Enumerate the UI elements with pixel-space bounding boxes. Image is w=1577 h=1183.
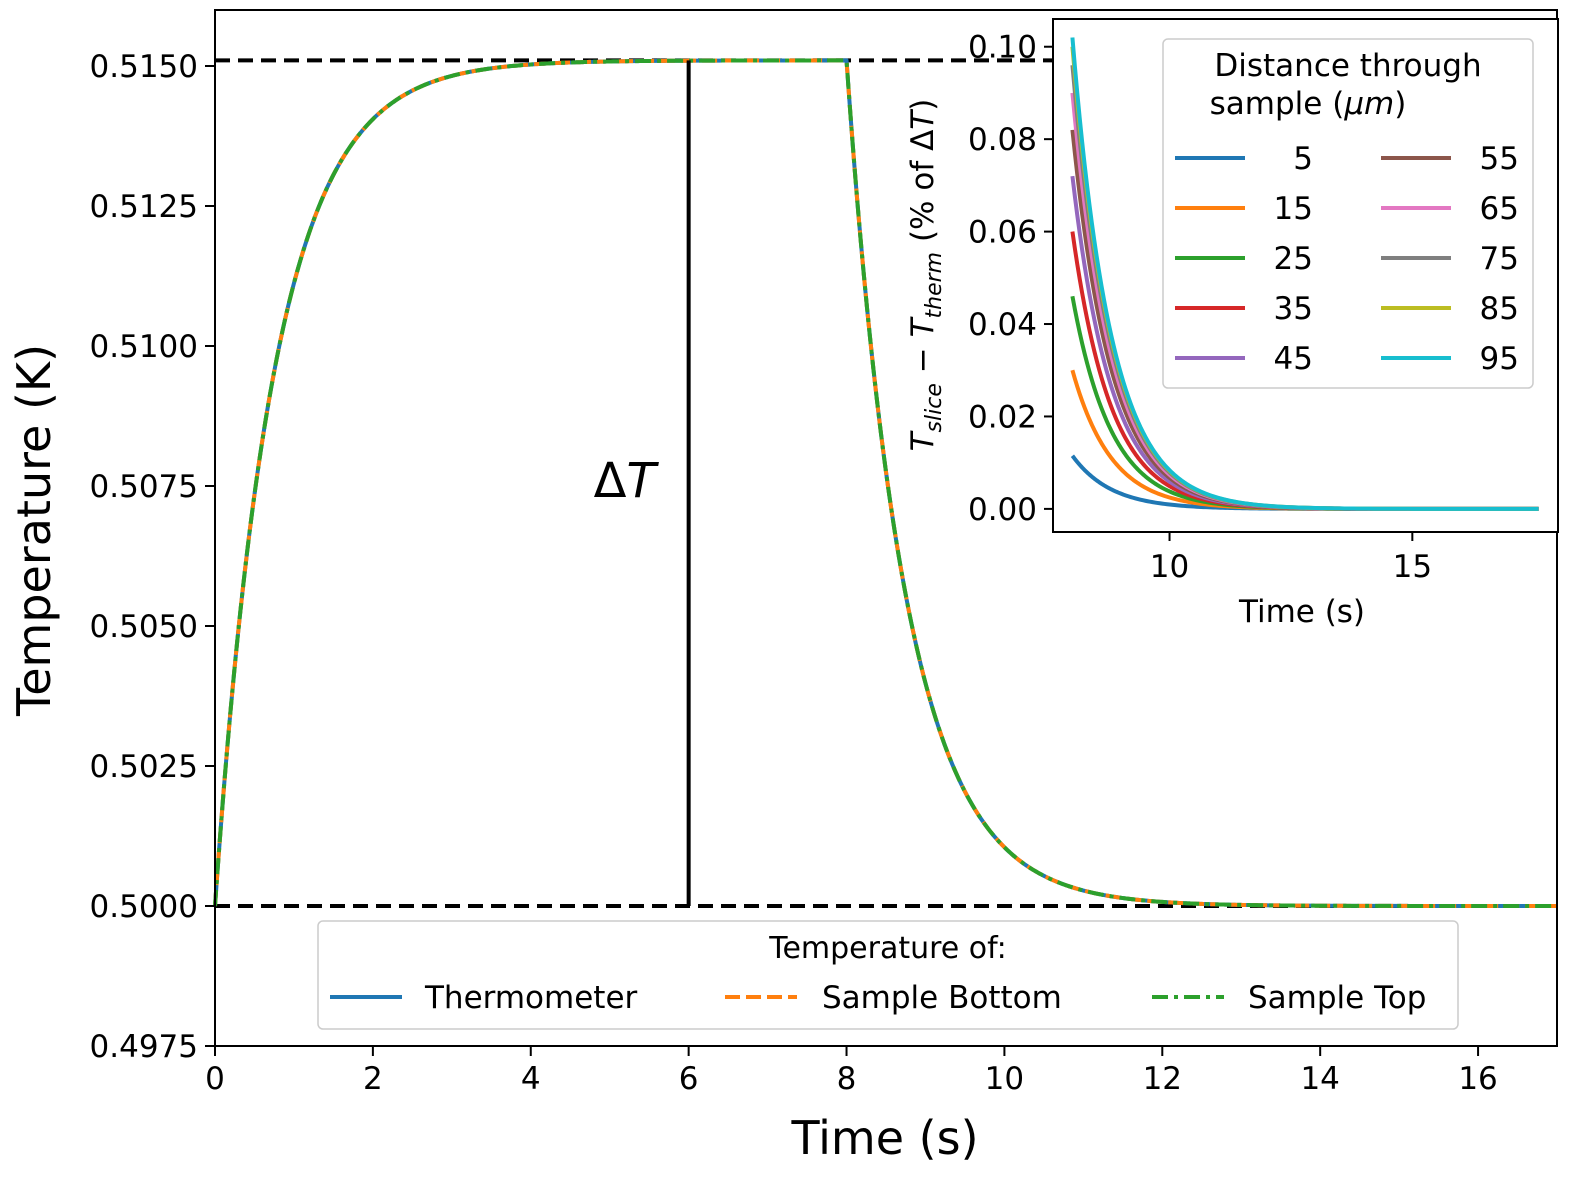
main-y-tick-label: 0.5075 <box>90 469 198 505</box>
inset-ylabel-minus: − <box>905 337 941 383</box>
delta-t-symbol: Δ <box>594 453 627 509</box>
main-x-tick-label: 10 <box>985 1061 1024 1097</box>
inset-legend-label-5: 5 <box>1293 141 1313 177</box>
inset-y-axis-label: Tslice − Ttherm (% of ΔT) <box>905 99 947 452</box>
inset-legend-label-65: 65 <box>1480 191 1519 227</box>
inset-legend-label-35: 35 <box>1274 291 1313 327</box>
inset-y-tick-label: 0.02 <box>968 399 1037 435</box>
inset-x-tick-label: 15 <box>1393 549 1432 585</box>
main-y-tick-label: 0.5000 <box>90 889 198 925</box>
inset-ylabel-sub1: slice <box>922 383 947 432</box>
main-y-tick-label: 0.5050 <box>90 609 198 645</box>
inset-legend-title-line1: Distance through <box>1214 48 1481 84</box>
inset-legend-label-95: 95 <box>1480 341 1519 377</box>
main-y-tick-label: 0.5125 <box>90 189 198 225</box>
inset-legend-label-75: 75 <box>1480 241 1519 277</box>
inset-ylabel-tail-italic: T <box>905 109 941 130</box>
main-legend-title: Temperature of: <box>768 931 1007 966</box>
inset-legend-entries: 5 15 25 35 45 55 65 75 85 95 <box>1175 141 1519 377</box>
inset-legend-title-prefix: sample ( <box>1210 86 1345 122</box>
main-x-tick-label: 6 <box>679 1061 699 1097</box>
inset-ylabel-close: ) <box>905 99 941 111</box>
inset-axes-frame <box>1052 18 1559 533</box>
inset-legend: Distance through sample (μm) 5 15 25 35 45 55… <box>1162 38 1534 389</box>
inset-ylabel-t1: T <box>905 430 941 451</box>
main-y-axis-label: Temperature (K) <box>7 344 61 717</box>
main-x-tick-label: 16 <box>1458 1061 1497 1097</box>
main-legend-box <box>317 920 1459 1030</box>
inset-y-tick-label: 0.04 <box>968 307 1037 343</box>
delta-t-label: ΔT <box>594 453 660 509</box>
main-y-tick-label: 0.5025 <box>90 749 198 785</box>
series-sample-top <box>213 58 1558 908</box>
inset-y-tick-label: 0.06 <box>968 215 1037 251</box>
inset-legend-title-suffix: ) <box>1394 86 1406 122</box>
main-plot-area: ΔT0 2 4 6 8 10 12 14 160.49750.50000.50250.50500… <box>90 9 1558 1097</box>
inset-legend-title-line2: sample (μm) <box>1210 86 1407 122</box>
inset-y-tick-label: 0.08 <box>968 122 1037 158</box>
inset-plot-area: 10 15 0.00 0.02 0.04 0.06 0.08 0.10 <box>968 18 1559 585</box>
inset-legend-label-25: 25 <box>1274 241 1313 277</box>
main-x-tick-label: 14 <box>1300 1061 1339 1097</box>
legend-label-sample-bottom: Sample Bottom <box>822 980 1062 1016</box>
series-sample-bottom <box>213 58 1558 908</box>
main-x-tick-label: 8 <box>837 1061 857 1097</box>
legend-label-sample-top: Sample Top <box>1248 980 1426 1016</box>
main-y-tick-label: 0.4975 <box>90 1029 198 1065</box>
delta-t-variable: T <box>626 453 659 509</box>
inset-legend-label-45: 45 <box>1274 341 1313 377</box>
inset-y-tick-label: 0.00 <box>968 492 1037 528</box>
inset-x-tick-label: 10 <box>1150 549 1189 585</box>
inset-legend-label-85: 85 <box>1480 291 1519 327</box>
inset-chart: 10 15 0.00 0.02 0.04 0.06 0.08 0.10 Distance th… <box>905 18 1559 630</box>
main-x-axis-label: Time (s) <box>790 1111 978 1165</box>
inset-ylabel-sub2: therm <box>922 252 947 319</box>
main-legend: Temperature of: Thermometer Sample Botto… <box>317 920 1459 1030</box>
inset-legend-box <box>1162 38 1534 389</box>
legend-label-thermometer: Thermometer <box>424 980 638 1016</box>
main-x-tick-label: 2 <box>363 1061 383 1097</box>
inset-series-95 <box>1070 37 1539 511</box>
inset-legend-title-unit: μm <box>1343 86 1394 122</box>
inset-legend-label-55: 55 <box>1480 141 1519 177</box>
main-chart: ΔT0 2 4 6 8 10 12 14 160.49750.50000.50250.50500… <box>7 9 1558 1165</box>
inset-ylabel-t2: T <box>905 316 941 337</box>
main-y-tick-label: 0.5150 <box>90 49 198 85</box>
main-y-tick-label: 0.5100 <box>90 329 198 365</box>
inset-x-axis-label: Time (s) <box>1238 594 1365 630</box>
inset-legend-label-15: 15 <box>1274 191 1313 227</box>
inset-y-tick-label: 0.10 <box>968 30 1037 66</box>
main-x-tick-label: 12 <box>1143 1061 1182 1097</box>
main-x-tick-label: 4 <box>521 1061 541 1097</box>
main-x-tick-label: 0 <box>205 1061 225 1097</box>
inset-ylabel-tail: (% of Δ <box>905 130 941 252</box>
